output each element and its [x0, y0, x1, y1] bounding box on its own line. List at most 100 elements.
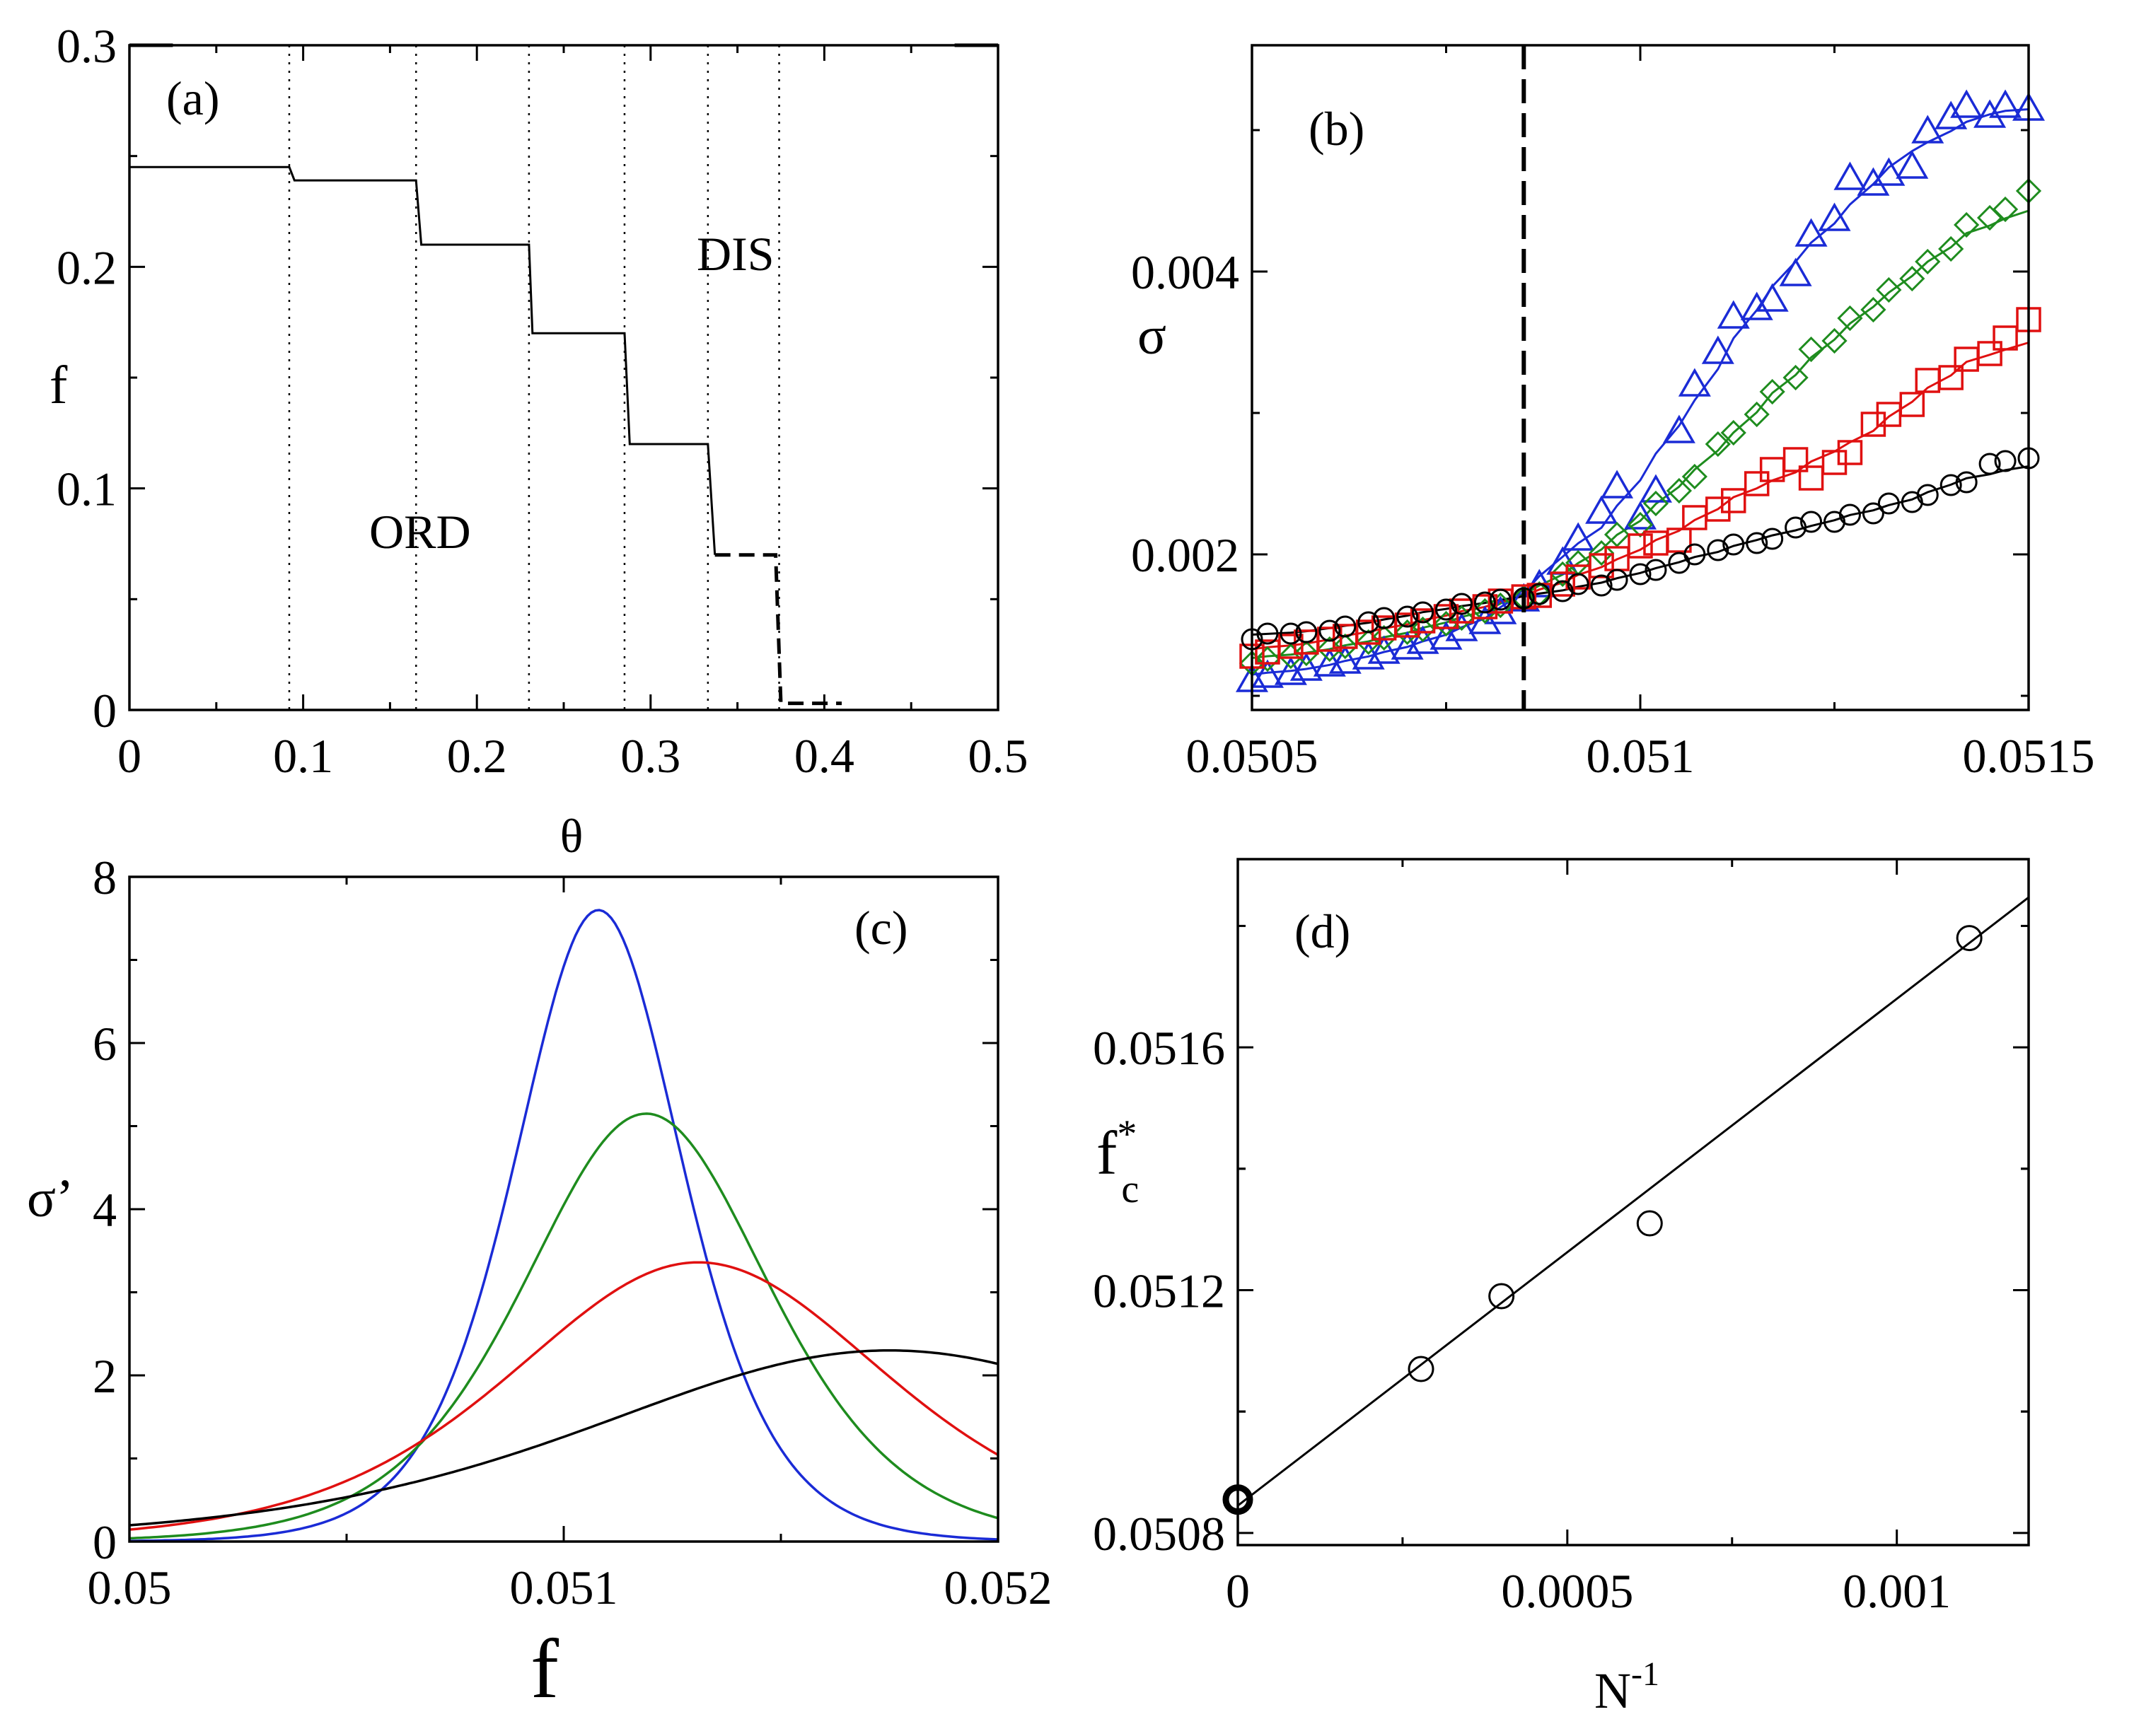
fit-curve: [1251, 209, 2029, 659]
phase-line-solid: [129, 165, 717, 555]
data-point-diamond: [1627, 511, 1654, 538]
data-point-diamond: [1782, 364, 1809, 391]
data-point-diamond: [1666, 477, 1693, 504]
panel-b-frame: [1251, 44, 2030, 711]
data-point-diamond: [1837, 305, 1863, 332]
data-point-triangle: [1367, 635, 1401, 664]
data-point-circle: [1450, 593, 1473, 615]
data-point-circle: [1645, 559, 1667, 581]
panel-c-ticks: 0.05 0.051 0.052 0 2 4 6 8: [88, 851, 1052, 1614]
data-point-circle: [1978, 453, 2001, 475]
data-point-diamond: [1876, 276, 1902, 303]
x-tick-label: 0.0505: [1186, 729, 1318, 783]
data-point-diamond: [1588, 540, 1615, 566]
data-point-circle: [1707, 539, 1729, 561]
data-point-triangle: [1251, 659, 1284, 688]
x-tick-label: 0.2: [447, 729, 507, 783]
data-point-triangle: [1717, 300, 1750, 329]
data-point-diamond: [1316, 636, 1343, 663]
data-point-diamond: [1938, 235, 1964, 262]
data-point-circle: [1435, 598, 1457, 621]
x-tick-label: 0.3: [620, 729, 680, 783]
data-point-diamond: [1915, 248, 1941, 275]
y-tick-label: 4: [93, 1183, 117, 1237]
data-point-square: [1394, 612, 1420, 638]
y-tick-label: 0.002: [1131, 528, 1239, 582]
derivative-curve: [129, 1349, 999, 1527]
data-point-triangle: [1950, 89, 1983, 118]
data-point-triangle: [1562, 522, 1595, 551]
data-point-circle: [1318, 619, 1341, 642]
x-tick-label: 0: [1226, 1564, 1250, 1618]
data-point-diamond: [1332, 633, 1358, 660]
x-tick-label: 0.051: [510, 1561, 618, 1614]
data-point-square: [1317, 627, 1343, 652]
data-point-triangle: [1896, 150, 1929, 179]
data-point-circle: [1488, 1283, 1515, 1310]
panel-b-ylabel: σ: [1137, 306, 1166, 366]
data-point-triangle: [1662, 414, 1695, 443]
data-point-triangle: [1857, 167, 1890, 196]
panel-a-tag: (a): [166, 71, 219, 125]
panel-c-frame: [128, 875, 999, 1543]
panel-a-ylabel: f: [50, 356, 68, 415]
data-point-square: [1433, 604, 1459, 629]
data-point-triangle: [1756, 283, 1789, 312]
data-point-circle: [1280, 622, 1302, 645]
data-point-triangle: [1818, 202, 1851, 231]
panel-a-ticks: 0 0.1 0.2 0.3 0.4 0.5 0 0.1 0.2 0.3: [57, 19, 1028, 783]
data-point-square: [1278, 634, 1304, 659]
data-point-circle: [1746, 532, 1768, 554]
data-point-triangle: [1391, 631, 1424, 660]
data-point-triangle: [1328, 645, 1362, 674]
data-point-diamond: [1642, 490, 1669, 517]
data-point-diamond: [1744, 401, 1770, 428]
data-point-square: [1782, 447, 1809, 472]
data-point-square: [1744, 471, 1770, 496]
panel-d-marks: [1222, 896, 2029, 1515]
y-tick-label: 0.0508: [1093, 1507, 1225, 1561]
x-tick-label: 0.052: [944, 1561, 1052, 1614]
data-point-square: [1821, 450, 1848, 475]
data-point-triangle: [1779, 257, 1812, 286]
panel-d-xlabel: N-1: [1594, 1655, 1659, 1719]
x-tick-label: 0.05: [88, 1561, 172, 1614]
fit-curve: [1251, 108, 2029, 676]
data-point-circle: [1606, 569, 1628, 591]
data-point-triangle: [1911, 115, 1944, 144]
data-point-circle: [1629, 563, 1652, 586]
y-tick-label: 0: [93, 1515, 117, 1569]
panel-a-marks: [129, 43, 998, 710]
x-tick-label: 0.0005: [1501, 1564, 1633, 1618]
data-point-diamond: [1488, 592, 1514, 619]
data-point-circle: [1489, 588, 1512, 611]
data-point-diamond: [1293, 640, 1319, 667]
data-point-square: [1876, 402, 1902, 427]
data-point-diamond: [1992, 196, 2019, 223]
panel-b-marks: [1235, 45, 2046, 710]
phase-line-dashed: [714, 553, 842, 706]
data-point-triangle: [1289, 652, 1323, 681]
y-tick-label: 2: [93, 1349, 117, 1403]
x-tick-label: 0: [117, 729, 141, 783]
derivative-curve: [129, 1261, 999, 1531]
data-point-diamond: [1705, 431, 1731, 458]
panel-b: 0.0505 0.051 0.0515 0.002 0.004 (b) σ: [1131, 44, 2095, 783]
y-tick-label: 0.0516: [1093, 1021, 1225, 1075]
data-point-circle: [1357, 611, 1380, 634]
data-point-triangle: [1701, 335, 1734, 364]
data-point-circle: [1408, 1356, 1434, 1382]
data-point-circle: [1955, 471, 1978, 494]
data-point-circle: [1994, 450, 2017, 472]
data-point-diamond: [1860, 296, 1886, 323]
data-point-triangle: [1794, 218, 1828, 247]
data-point-square: [1837, 440, 1863, 465]
data-point-diamond: [1526, 581, 1553, 607]
data-point-triangle: [1973, 99, 2007, 128]
panel-a-dis-label: DIS: [697, 227, 775, 281]
x-tick-label: 0.5: [968, 729, 1028, 783]
data-point-diamond: [1954, 211, 1980, 238]
panel-c-ylabel: σ’: [27, 1169, 74, 1228]
data-point-circle: [1916, 484, 1939, 506]
panel-a-ord-label: ORD: [369, 505, 471, 559]
